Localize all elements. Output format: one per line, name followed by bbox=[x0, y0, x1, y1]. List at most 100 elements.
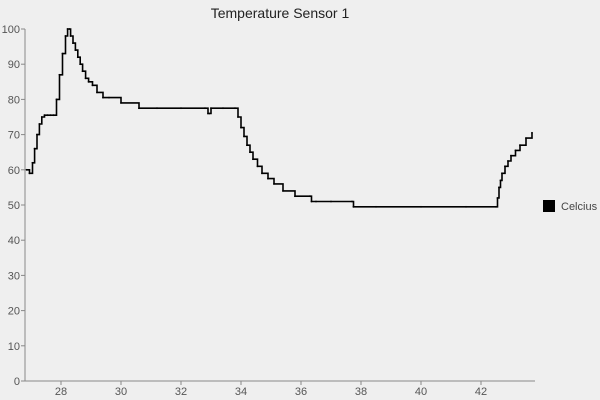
data-point bbox=[120, 102, 122, 104]
data-point bbox=[61, 52, 64, 55]
data-point bbox=[25, 168, 28, 171]
y-tick-label: 70 bbox=[8, 130, 20, 142]
y-tick-label: 0 bbox=[14, 376, 20, 388]
data-point bbox=[76, 56, 79, 59]
data-point bbox=[64, 35, 67, 37]
data-point bbox=[352, 205, 355, 208]
x-tick-label: 36 bbox=[295, 386, 307, 398]
data-point bbox=[156, 107, 158, 110]
y-tick-label: 40 bbox=[8, 235, 20, 247]
data-point bbox=[351, 200, 353, 203]
y-axis-ticks: 0 10 20 30 40 50 60 70 80 90 100 bbox=[2, 24, 25, 388]
data-point bbox=[84, 77, 87, 80]
data-point bbox=[180, 107, 182, 110]
legend-label: Celcius bbox=[561, 201, 598, 213]
data-point bbox=[243, 135, 245, 138]
x-tick-label: 30 bbox=[115, 386, 127, 398]
data-point bbox=[261, 172, 263, 175]
data-point bbox=[234, 107, 236, 110]
legend-swatch bbox=[543, 200, 555, 212]
data-point bbox=[256, 165, 259, 168]
data-point bbox=[66, 28, 69, 30]
data-point bbox=[252, 158, 254, 161]
data-point bbox=[49, 114, 52, 117]
data-point bbox=[36, 133, 38, 136]
data-point bbox=[40, 116, 43, 118]
data-point bbox=[46, 114, 49, 117]
data-point bbox=[375, 205, 377, 208]
x-tick-label: 28 bbox=[55, 386, 67, 398]
data-point bbox=[31, 161, 34, 164]
x-axis-ticks: 28 30 32 34 36 38 40 42 bbox=[55, 381, 487, 398]
data-point bbox=[282, 190, 284, 192]
data-point bbox=[55, 98, 58, 101]
data-point bbox=[504, 165, 506, 168]
data-point bbox=[420, 205, 422, 208]
data-point bbox=[43, 114, 46, 117]
data-point bbox=[58, 73, 61, 76]
data-point bbox=[498, 186, 500, 189]
data-point bbox=[138, 107, 140, 110]
data-point bbox=[495, 205, 497, 208]
data-point bbox=[208, 112, 211, 115]
data-point bbox=[507, 160, 509, 162]
series-layer bbox=[25, 28, 533, 208]
data-point bbox=[96, 91, 98, 94]
y-tick-label: 10 bbox=[8, 341, 20, 353]
data-point bbox=[38, 123, 41, 125]
data-point bbox=[249, 151, 251, 154]
chart-title: Temperature Sensor 1 bbox=[211, 5, 350, 21]
data-point bbox=[68, 28, 71, 30]
data-point bbox=[240, 126, 242, 129]
data-point bbox=[222, 107, 224, 110]
data-point bbox=[52, 114, 55, 117]
data-point bbox=[81, 70, 84, 73]
data-point bbox=[72, 42, 74, 44]
data-point bbox=[91, 84, 94, 87]
data-point bbox=[69, 35, 72, 37]
x-tick-label: 38 bbox=[355, 386, 367, 398]
y-tick-label: 20 bbox=[8, 306, 20, 318]
y-tick-label: 50 bbox=[8, 200, 20, 212]
data-point bbox=[79, 63, 82, 66]
data-point bbox=[108, 96, 110, 99]
data-point bbox=[237, 116, 239, 118]
data-point bbox=[510, 154, 512, 157]
y-tick-label: 60 bbox=[8, 165, 20, 177]
data-point bbox=[273, 183, 275, 185]
data-point bbox=[246, 144, 248, 147]
x-tick-label: 34 bbox=[235, 386, 247, 398]
y-tick-label: 90 bbox=[8, 59, 20, 71]
x-tick-label: 32 bbox=[175, 386, 187, 398]
data-point bbox=[204, 107, 206, 110]
y-tick-label: 100 bbox=[2, 24, 20, 36]
data-point bbox=[496, 197, 499, 199]
data-point bbox=[465, 205, 467, 208]
legend[interactable]: Celcius bbox=[543, 200, 598, 213]
data-point bbox=[33, 147, 36, 150]
data-point bbox=[519, 144, 521, 147]
data-point bbox=[330, 200, 332, 203]
data-point bbox=[499, 179, 502, 182]
data-point bbox=[525, 137, 527, 140]
y-tick-label: 80 bbox=[8, 94, 20, 106]
data-point bbox=[74, 49, 77, 51]
x-tick-label: 40 bbox=[415, 386, 427, 398]
y-tick-label: 30 bbox=[8, 270, 20, 282]
data-point bbox=[294, 195, 296, 198]
series-line[interactable] bbox=[26, 28, 533, 208]
data-point bbox=[207, 112, 209, 115]
data-point bbox=[501, 172, 503, 175]
data-point bbox=[315, 200, 317, 203]
data-point bbox=[310, 200, 313, 203]
data-point bbox=[102, 96, 104, 99]
x-tick-label: 42 bbox=[475, 386, 487, 398]
data-point bbox=[87, 80, 90, 83]
data-point bbox=[267, 177, 269, 180]
data-point bbox=[531, 131, 533, 134]
data-point bbox=[309, 195, 311, 198]
data-point bbox=[28, 172, 31, 175]
data-point bbox=[514, 149, 517, 152]
